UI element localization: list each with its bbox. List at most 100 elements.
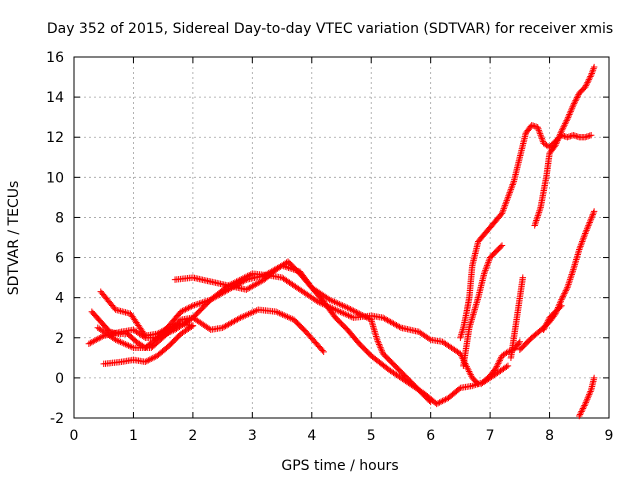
data-point-marker: [532, 218, 539, 226]
data-point-marker: [586, 132, 593, 139]
x-tick-label: 0: [70, 428, 79, 444]
data-point-marker: [569, 269, 576, 277]
data-point-marker: [279, 311, 286, 318]
data-point-marker: [570, 100, 578, 107]
data-point-marker: [238, 313, 246, 321]
data-point-marker: [285, 314, 293, 321]
data-point-marker: [282, 312, 290, 320]
data-point-marker: [587, 388, 594, 395]
data-point-marker: [342, 303, 350, 311]
data-point-marker: [582, 82, 590, 89]
data-point-marker: [197, 299, 205, 307]
data-point-marker: [362, 313, 369, 320]
data-point-marker: [583, 227, 590, 234]
data-point-marker: [563, 285, 570, 293]
data-point-marker: [504, 195, 511, 203]
data-point-marker: [348, 306, 356, 314]
data-point-marker: [189, 322, 197, 329]
data-point-marker: [577, 243, 584, 250]
data-point-marker: [556, 131, 564, 138]
data-point-marker: [378, 347, 385, 354]
data-point-marker: [504, 362, 512, 370]
y-tick-labels: -2 0 2 4 6 8 10 12 14 16: [46, 50, 64, 427]
data-point-marker: [587, 71, 595, 79]
data-point-marker: [578, 239, 585, 247]
y-tick-label: 10: [46, 170, 64, 186]
data-point-marker: [584, 133, 592, 140]
data-point-marker: [495, 360, 502, 367]
data-point-marker: [586, 74, 593, 82]
data-point-marker: [243, 311, 251, 319]
data-point-marker: [530, 122, 537, 129]
data-point-marker: [177, 308, 185, 315]
data-point-marker: [562, 118, 570, 126]
data-point-marker: [587, 216, 595, 223]
data-point-marker: [508, 182, 516, 190]
data-point-marker: [436, 399, 443, 406]
data-point-marker: [483, 262, 491, 269]
x-tick-label: 1: [129, 428, 138, 444]
data-point-marker: [574, 133, 581, 140]
data-point-marker: [326, 296, 333, 303]
data-point-marker: [145, 357, 152, 364]
data-point-marker: [237, 314, 244, 321]
y-tick-label: 6: [55, 251, 64, 267]
data-point-marker: [589, 68, 596, 76]
data-point-marker: [250, 308, 257, 316]
data-point-marker: [466, 369, 474, 377]
x-tick-label: 4: [307, 428, 316, 444]
data-point-marker: [580, 403, 587, 411]
data-point-marker: [580, 235, 587, 242]
data-point-marker: [151, 354, 158, 361]
data-point-marker: [582, 230, 589, 237]
data-point-marker: [248, 309, 255, 316]
x-tick-label: 3: [248, 428, 257, 444]
data-point-marker: [363, 314, 370, 321]
data-point-marker: [535, 127, 543, 134]
data-point-marker: [557, 129, 564, 136]
data-point-marker: [287, 315, 294, 322]
data-point-marker: [375, 341, 383, 348]
data-point-marker: [568, 271, 575, 278]
data-point-marker: [587, 73, 594, 80]
data-point-marker: [536, 205, 544, 213]
data-point-marker: [568, 106, 575, 114]
grid-lines: [74, 57, 609, 418]
data-point-marker: [587, 217, 594, 225]
data-point-marker: [330, 305, 338, 313]
data-point-marker: [538, 133, 545, 141]
data-point-marker: [336, 300, 343, 308]
data-point-marker: [577, 241, 585, 248]
data-point-marker: [281, 312, 288, 319]
series-track-l: [531, 63, 598, 229]
data-point-marker: [536, 207, 543, 214]
data-point-marker: [498, 210, 506, 217]
data-point-marker: [504, 194, 512, 201]
data-point-marker: [148, 355, 155, 363]
data-point-marker: [552, 140, 560, 147]
data-point-marker: [534, 214, 541, 221]
data-point-marker: [483, 263, 490, 271]
plot-frame: [73, 56, 610, 419]
x-tick-label: 7: [486, 428, 495, 444]
chart-title: Day 352 of 2015, Sidereal Day-to-day VTE…: [47, 21, 613, 37]
data-point-marker: [584, 77, 592, 85]
data-point-marker: [484, 260, 491, 268]
data-point-marker: [87, 339, 94, 347]
data-point-marker: [573, 95, 580, 103]
data-point-marker: [543, 320, 550, 327]
data-point-marker: [556, 132, 563, 140]
data-point-marker: [377, 344, 384, 351]
series-track-g: [457, 121, 595, 341]
data-point-marker: [501, 202, 509, 209]
data-point-marker: [585, 76, 593, 83]
data-point-marker: [188, 303, 195, 310]
series-track-d: [97, 288, 197, 339]
data-point-marker: [332, 299, 340, 306]
y-tick-label: 12: [46, 130, 64, 146]
y-tick-label: 2: [55, 331, 64, 347]
data-point-marker: [590, 65, 597, 72]
data-point-marker: [467, 371, 474, 378]
data-point-marker: [531, 122, 538, 130]
data-point-marker: [118, 339, 126, 346]
